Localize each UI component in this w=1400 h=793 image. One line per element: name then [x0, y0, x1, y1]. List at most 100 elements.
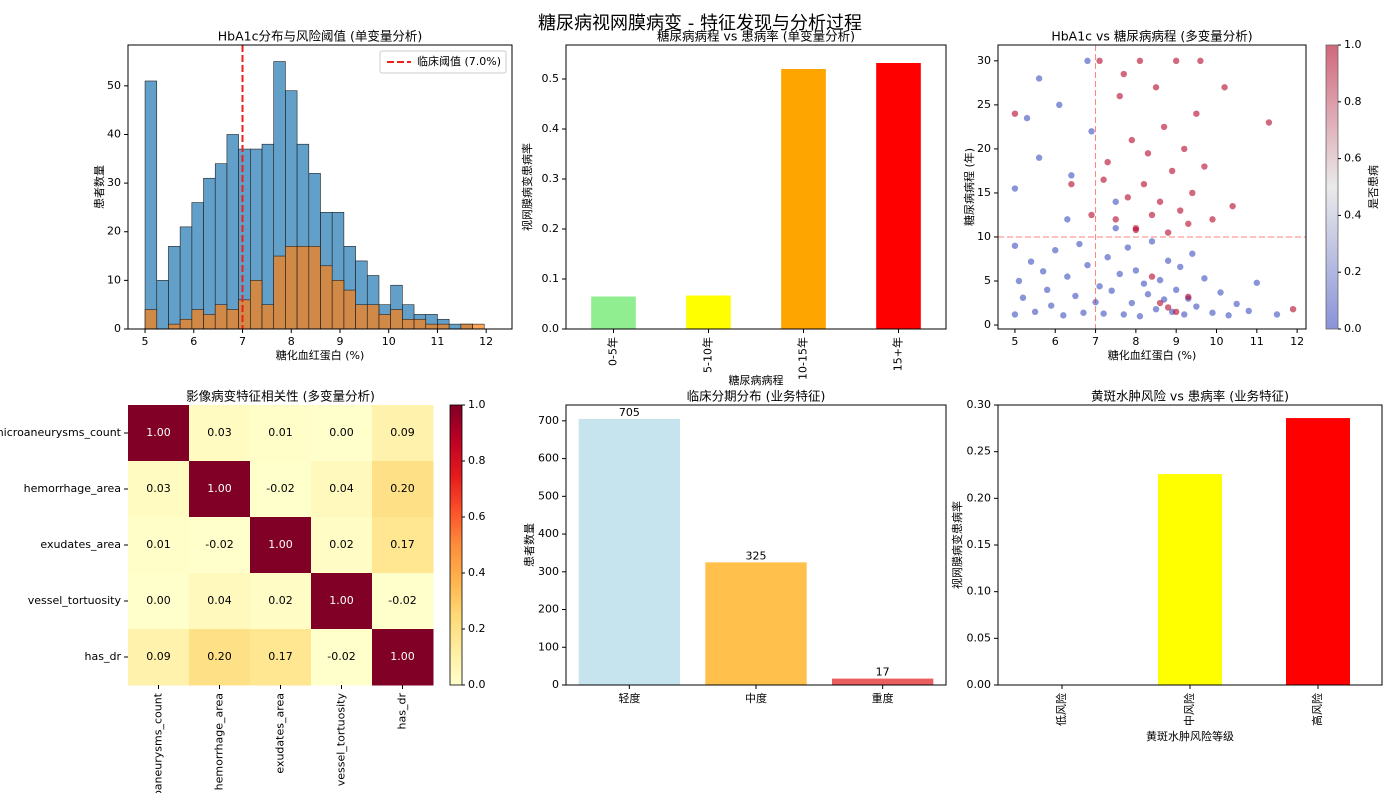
cell-label: 1.00 — [390, 650, 415, 663]
axes-frame — [997, 44, 1307, 330]
histogram-bar — [402, 318, 415, 330]
colorbar-tick-label: 0.8 — [1344, 95, 1362, 108]
cell-label: 1.00 — [329, 594, 354, 607]
y-tick-label: 15 — [977, 186, 991, 199]
scatter-point — [1185, 220, 1192, 227]
scatter-point — [1084, 57, 1091, 65]
histogram-bar — [366, 304, 380, 330]
heatmap-cell — [372, 573, 434, 630]
scatter-point — [1100, 176, 1107, 183]
heatmap-cell — [372, 461, 434, 518]
cell-label: 0.17 — [268, 650, 293, 663]
heatmap-cell — [250, 573, 312, 630]
colorbar-tick-label: 0.8 — [468, 454, 486, 467]
scatter-point — [1156, 299, 1164, 307]
cell-label: 0.20 — [207, 650, 232, 663]
y-tick-label: 20 — [107, 225, 121, 238]
scatter-point — [1064, 273, 1071, 280]
heatmap-cell — [189, 629, 251, 686]
scatter-point — [1011, 110, 1019, 117]
scatter-point — [1100, 310, 1107, 317]
y-tick-label: 0.1 — [542, 272, 560, 285]
colorbar-tick-label: 0.0 — [468, 678, 486, 691]
histogram-bar — [308, 246, 321, 330]
histogram-bar — [179, 318, 193, 330]
bar — [876, 63, 921, 329]
scatter-point — [1273, 311, 1281, 318]
y-axis-label: 患者数量 — [93, 165, 106, 209]
chart-title: HbA1c vs 糖尿病病程 (多变量分析) — [1051, 29, 1252, 44]
y-tick-label: 0.20 — [967, 491, 992, 504]
y-tick-label: 200 — [538, 603, 559, 616]
scatter-point — [1124, 244, 1132, 251]
cell-label: 0.01 — [146, 538, 171, 551]
histogram-bar — [261, 143, 275, 330]
x-tick-label: 5-10年 — [701, 337, 715, 373]
chart-title: HbA1c分布与风险阈值 (单变量分析) — [218, 29, 422, 44]
y-tick-label: 0.25 — [967, 445, 992, 458]
bar — [591, 296, 636, 329]
y-axis-label: 糖尿病病程 (年) — [962, 148, 976, 226]
scatter-point — [1011, 242, 1019, 249]
scatter-point — [1104, 254, 1111, 261]
colorbar-tick-label: 0.0 — [1344, 322, 1362, 335]
y-tick-label: has_dr — [85, 650, 122, 663]
colorbar-tick-label: 1.0 — [1344, 38, 1362, 51]
scatter-point — [1209, 309, 1216, 316]
x-axis-label: 糖化血红蛋白 (%) — [276, 348, 365, 362]
scatter-point — [1031, 308, 1039, 316]
colorbar-label: 是否患病 — [1366, 165, 1380, 209]
scatter-point — [1132, 226, 1140, 234]
scatter-point — [1177, 263, 1184, 271]
chart-title: 影像病变特征相关性 (多变量分析) — [186, 389, 375, 404]
scatter-point — [1164, 304, 1172, 311]
scatter-point — [1140, 180, 1148, 188]
scatter-point — [1136, 57, 1144, 65]
scatter-point — [1289, 305, 1297, 313]
cell-label: 0.04 — [207, 594, 232, 607]
colorbar-tick-label: 1.0 — [468, 398, 486, 411]
x-tick-label: 11 — [430, 335, 444, 348]
y-tick-label: 0.10 — [967, 585, 992, 598]
heatmap-cell — [128, 573, 190, 630]
y-tick-label: 25 — [977, 98, 991, 111]
histogram-bar — [331, 280, 345, 330]
heatmap-cell — [189, 573, 251, 630]
cell-label: 1.00 — [207, 482, 232, 495]
y-tick-label: 0 — [984, 318, 991, 331]
y-tick-label: 600 — [538, 452, 559, 465]
scatter-point — [1027, 258, 1035, 265]
scatter-point — [1156, 276, 1164, 284]
histogram-bar — [179, 226, 193, 330]
colorbar-tick-label: 0.4 — [468, 566, 486, 579]
x-axis-label: 糖化血红蛋白 (%) — [1108, 348, 1197, 362]
x-tick-label: microaneurysms_count — [152, 692, 165, 793]
x-tick-label: 6 — [1052, 335, 1059, 348]
legend-label: 临床阈值 (7.0%) — [417, 54, 501, 68]
y-tick-label: 10 — [107, 273, 121, 286]
scatter-point — [1088, 128, 1095, 135]
scatter-point — [1164, 229, 1172, 236]
heatmap-cell — [250, 517, 312, 574]
y-axis-label: 视网膜病变患病率 — [950, 501, 964, 589]
bar — [686, 295, 731, 329]
scatter-point — [1011, 185, 1019, 192]
scatter-point — [1112, 224, 1119, 232]
y-axis-label: 视网膜病变患病率 — [520, 143, 534, 231]
x-axis-label: 黄斑水肿风险等级 — [1146, 729, 1234, 743]
cell-label: 0.02 — [268, 594, 293, 607]
bar — [832, 678, 934, 685]
scatter-point — [1120, 70, 1127, 78]
cell-label: 0.03 — [207, 426, 232, 439]
histogram-bar — [226, 134, 239, 330]
cell-label: 0.01 — [268, 426, 293, 439]
scatter-point — [1148, 238, 1156, 245]
cell-label: 1.00 — [146, 426, 171, 439]
cell-label: -0.02 — [388, 594, 416, 607]
y-tick-label: 0.4 — [542, 122, 560, 135]
y-tick-label: 0.00 — [967, 678, 992, 691]
scatter-point — [1076, 240, 1083, 248]
x-tick-label: hemorrhage_area — [213, 693, 226, 790]
scatter-point — [1043, 286, 1051, 294]
histogram-bar — [378, 314, 391, 330]
